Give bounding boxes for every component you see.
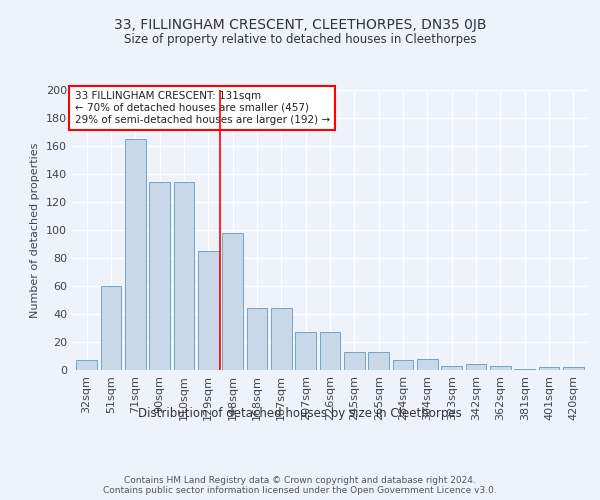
Bar [76,360,97,370]
Bar [125,139,146,370]
Text: Size of property relative to detached houses in Cleethorpes: Size of property relative to detached ho… [124,32,476,46]
Bar [344,352,365,370]
Bar [247,308,268,370]
Text: Distribution of detached houses by size in Cleethorpes: Distribution of detached houses by size … [138,408,462,420]
Bar [149,182,170,370]
Bar [563,367,584,370]
Bar [295,332,316,370]
Bar [198,251,218,370]
Bar [173,182,194,370]
Bar [222,233,243,370]
Text: 33, FILLINGHAM CRESCENT, CLEETHORPES, DN35 0JB: 33, FILLINGHAM CRESCENT, CLEETHORPES, DN… [114,18,486,32]
Text: Contains HM Land Registry data © Crown copyright and database right 2024.
Contai: Contains HM Land Registry data © Crown c… [103,476,497,495]
Y-axis label: Number of detached properties: Number of detached properties [31,142,40,318]
Bar [466,364,487,370]
Text: 33 FILLINGHAM CRESCENT: 131sqm
← 70% of detached houses are smaller (457)
29% of: 33 FILLINGHAM CRESCENT: 131sqm ← 70% of … [74,92,330,124]
Bar [539,367,559,370]
Bar [442,366,462,370]
Bar [490,366,511,370]
Bar [392,360,413,370]
Bar [417,359,438,370]
Bar [368,352,389,370]
Bar [101,286,121,370]
Bar [514,368,535,370]
Bar [320,332,340,370]
Bar [271,308,292,370]
